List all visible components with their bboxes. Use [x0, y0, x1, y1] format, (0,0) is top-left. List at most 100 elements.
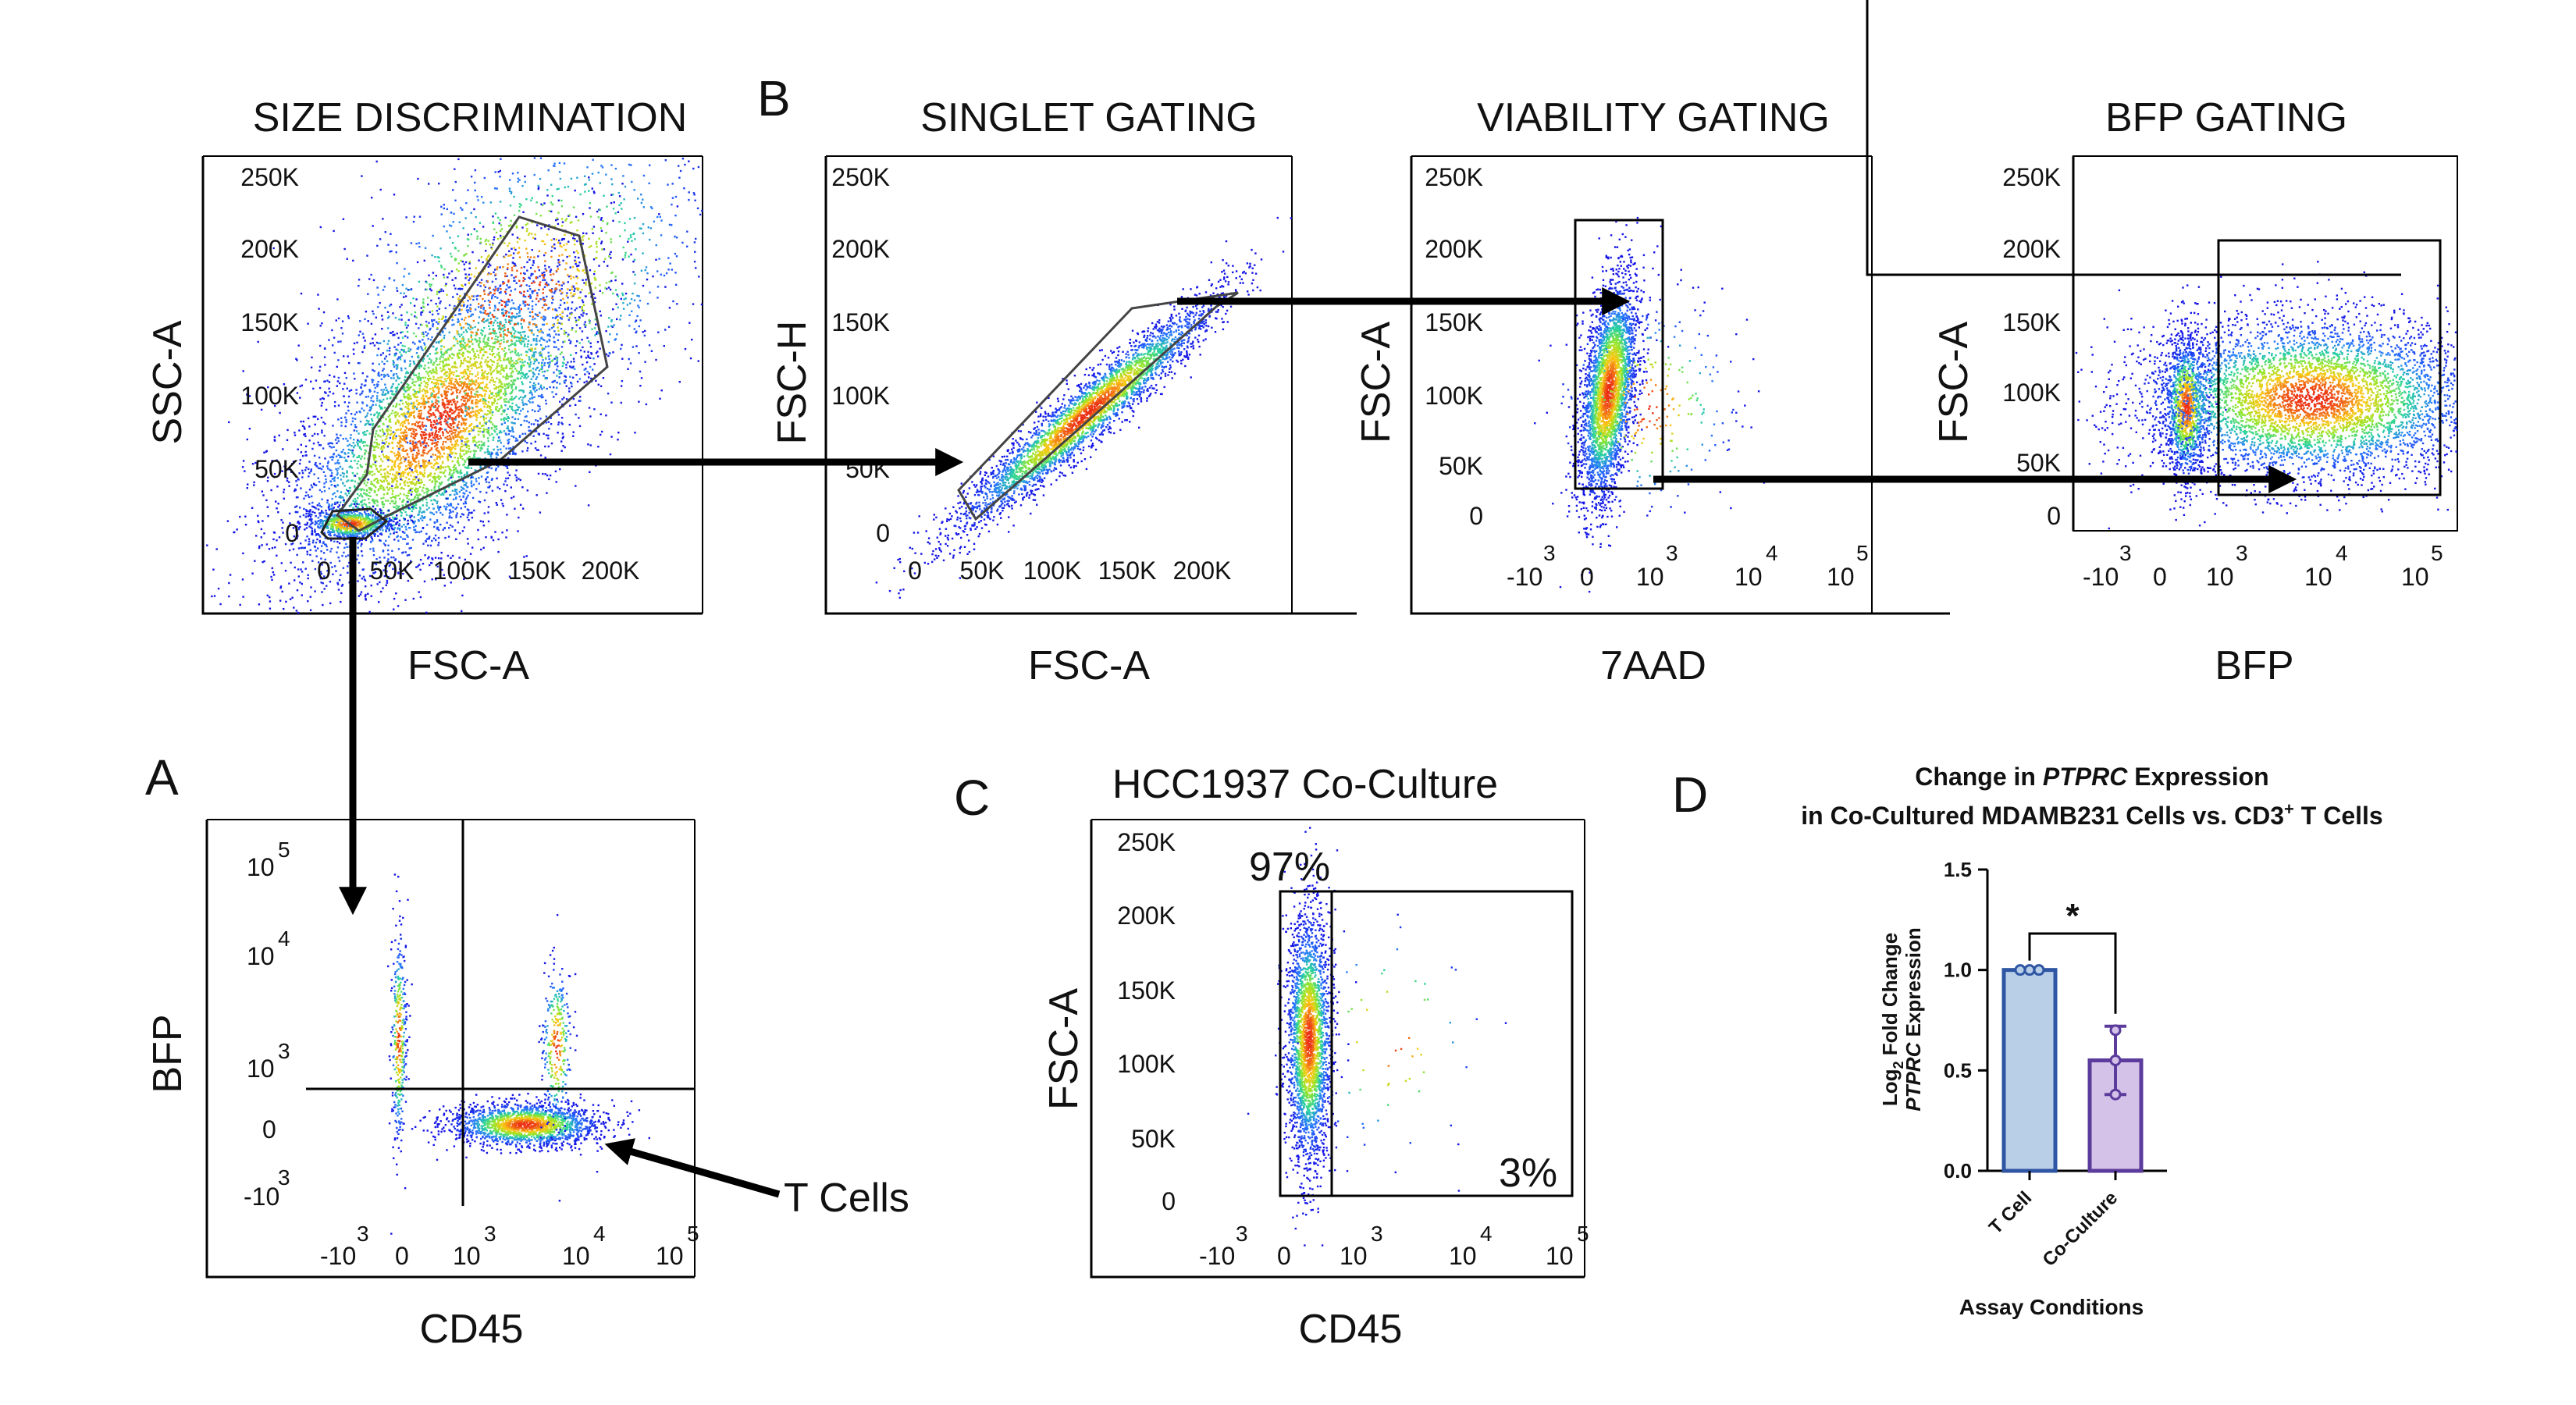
x-tick-label: 10	[1735, 563, 1763, 591]
x-tick-label: 10	[2304, 563, 2332, 591]
x-tick-label: 50K	[370, 557, 415, 585]
x-tick-exponent: 3	[2236, 541, 2248, 565]
gating-flow-arrows	[339, 287, 2297, 1198]
y-axis-label: FSC-A	[1041, 988, 1087, 1110]
y-tick-label: 150K	[1117, 976, 1176, 1005]
x-tick-exponent: 5	[1856, 541, 1869, 565]
x-tick-label: 50K	[960, 557, 1005, 585]
y-tick-label: 200K	[1425, 235, 1483, 263]
density-scatter	[1534, 216, 1766, 593]
y-tick-label: 10	[247, 1055, 275, 1083]
bfp-connector-line	[1866, 0, 2401, 276]
y-tick-label: 150K	[1425, 308, 1483, 336]
x-tick-label: 200K	[1173, 557, 1232, 585]
x-axis-label: FSC-A	[1028, 643, 1150, 688]
significance-bracket	[2028, 932, 2117, 1014]
y-tick-exponent: 3	[278, 1165, 290, 1190]
y-tick-label: 50K	[2016, 449, 2061, 477]
x-ticks: 0 50K 100K 150K 200K	[908, 557, 1231, 585]
y-tick-label: 0	[285, 519, 299, 547]
y-axis-label: FSC-H	[770, 321, 815, 445]
ylabel-fold: Fold Change	[1878, 933, 1902, 1062]
chart-subtitle: in Co-Cultured MDAMB231 Cells vs. CD3+ T…	[1801, 799, 2382, 830]
chart-title-suffix: Expression	[2127, 763, 2268, 791]
y-tick-label: 100K	[1425, 382, 1483, 410]
x-tick-label: 0	[1277, 1242, 1291, 1270]
x-tick-exponent: 4	[2336, 541, 2348, 565]
y-tick-exponent: 3	[278, 1039, 290, 1063]
panel-letter-d: D	[1672, 767, 1708, 823]
y-tick-label: 0	[1162, 1187, 1176, 1215]
y-tick-label: 250K	[2002, 163, 2061, 191]
x-tick-exponent: 4	[1766, 541, 1778, 565]
x-tick-label: 10	[453, 1242, 481, 1270]
density-scatter	[2075, 261, 2458, 530]
y-ticks: 250K 200K 150K 100K 50K 0	[831, 163, 890, 547]
gate-percent-left: 97%	[1249, 845, 1330, 890]
chart-title-prefix: Change in	[1915, 763, 2043, 791]
y-tick-label: 250K	[240, 163, 299, 191]
density-scatter	[387, 873, 650, 1235]
x-tick-label: 0	[395, 1242, 409, 1270]
x-tick-label: 10	[562, 1242, 590, 1270]
x-tick-exponent: 3	[1666, 541, 1678, 565]
bfp-gate	[2217, 239, 2442, 496]
size-gate	[335, 215, 609, 532]
x-tick-exponent: 3	[357, 1222, 369, 1246]
y-tick-label: -10	[244, 1183, 279, 1211]
bar-x-axis-title: Assay Conditions	[1959, 1295, 2144, 1319]
data-point	[2033, 964, 2045, 976]
y-tick-label: 100K	[1117, 1050, 1176, 1078]
y-tick-label: 0	[2047, 502, 2061, 530]
x-ticks: 0 50K 100K 150K 200K	[317, 557, 639, 585]
x-tick-exponent: 3	[2119, 541, 2132, 565]
x-tick-label: 10	[2206, 563, 2234, 591]
x-axis-label: FSC-A	[407, 643, 529, 688]
plot-title: VIABILITY GATING	[1477, 95, 1830, 140]
data-point	[2023, 964, 2036, 976]
y-ticks: 250K 200K 150K 100K 50K 0	[1117, 828, 1176, 1215]
y-tick-label: 200K	[1117, 902, 1176, 930]
panel-letter-c: C	[954, 770, 990, 826]
x-tick-exponent: 4	[593, 1222, 606, 1246]
y-tick-exponent: 4	[278, 927, 290, 951]
significance-label: *	[2065, 897, 2080, 935]
ylabel-sub: 2	[1891, 1062, 1906, 1069]
y-tick-label: 0	[262, 1115, 276, 1144]
plot-title: SIZE DISCRIMINATION	[253, 95, 688, 140]
y-tick-label: 0.5	[1944, 1058, 1972, 1082]
x-tick-label: -10	[1199, 1242, 1235, 1270]
cd45-bfp-plot: 10 5 10 4 10 3 0 -10 3 -10 3 0 10 3 10 4…	[145, 819, 909, 1352]
x-axis-label: CD45	[1299, 1307, 1403, 1352]
ylabel-log: Log	[1878, 1069, 1902, 1107]
x-tick-exponent: 3	[1236, 1222, 1248, 1246]
y-tick-label: 1.0	[1944, 959, 1972, 982]
bfp-gating-plot: BFP GATING 250K 200K 150K 100K 50K 0 -10…	[1931, 95, 2458, 688]
singlet-gating-plot: SINGLET GATING 250K 200K 150K 100K 50K 0…	[770, 95, 1357, 688]
y-tick-label: 0	[1469, 502, 1483, 530]
x-tick-label: 10	[656, 1242, 684, 1270]
x-tick-label: 10	[1340, 1242, 1368, 1270]
x-axis-label: BFP	[2215, 643, 2293, 688]
y-tick-label: 50K	[254, 455, 299, 483]
density-scatter	[1247, 827, 1507, 1247]
log-y-ticks: 10 5 10 4 10 3 0 -10 3	[244, 838, 290, 1211]
debris-gate	[320, 507, 389, 540]
y-ticks: 250K 200K 150K 100K 50K 0	[1425, 163, 1483, 530]
y-tick-label: 250K	[1117, 828, 1176, 856]
y-tick-label: 10	[247, 853, 275, 881]
x-tick-label: 10	[1449, 1242, 1477, 1270]
bar-y-axis-title-2: PTPRC Expression	[1902, 927, 1925, 1112]
x-tick-exponent: 5	[687, 1222, 699, 1246]
y-axis-label: FSC-A	[1931, 322, 1976, 443]
arrow-t-cells	[604, 1138, 781, 1198]
chart-title-gene: PTPRC	[2043, 763, 2128, 791]
y-tick-label: 150K	[240, 308, 299, 336]
x-tick-label: 10	[1546, 1242, 1574, 1270]
cd45-pos-gate	[1330, 890, 1574, 1197]
ylabel-gene: PTPRC	[1902, 1041, 1925, 1111]
data-point	[2014, 964, 2026, 976]
data-point	[2109, 1054, 2122, 1066]
coculture-plot: HCC1937 Co-Culture 97% 3% 250K 200K 150K…	[1041, 762, 1589, 1352]
